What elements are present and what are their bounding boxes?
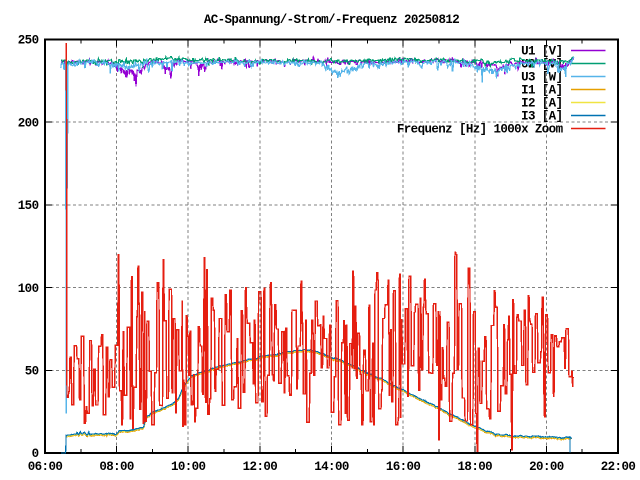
svg-text:16:00: 16:00 xyxy=(386,460,421,474)
svg-text:U1 [V]: U1 [V] xyxy=(521,45,562,59)
svg-text:Frequenz [Hz] 1000x Zoom: Frequenz [Hz] 1000x Zoom xyxy=(397,123,564,137)
svg-text:12:00: 12:00 xyxy=(243,460,278,474)
svg-text:14:00: 14:00 xyxy=(314,460,349,474)
svg-text:22:00: 22:00 xyxy=(601,460,636,474)
svg-text:I2 [A]: I2 [A] xyxy=(521,97,562,111)
svg-text:150: 150 xyxy=(18,199,39,213)
svg-text:200: 200 xyxy=(18,116,39,130)
svg-text:250: 250 xyxy=(18,34,39,48)
svg-text:50: 50 xyxy=(25,365,39,379)
svg-text:06:00: 06:00 xyxy=(28,460,63,474)
svg-text:100: 100 xyxy=(18,282,39,296)
svg-text:10:00: 10:00 xyxy=(171,460,206,474)
svg-text:0: 0 xyxy=(32,447,39,461)
svg-text:I1 [A]: I1 [A] xyxy=(521,84,562,98)
svg-text:18:00: 18:00 xyxy=(458,460,493,474)
svg-text:I3 [A]: I3 [A] xyxy=(521,110,562,124)
svg-text:20:00: 20:00 xyxy=(529,460,564,474)
svg-text:AC-Spannung/-Strom/-Frequenz 2: AC-Spannung/-Strom/-Frequenz 20250812 xyxy=(204,13,459,27)
svg-text:08:00: 08:00 xyxy=(99,460,134,474)
svg-text:U3 [W]: U3 [W] xyxy=(521,71,562,85)
